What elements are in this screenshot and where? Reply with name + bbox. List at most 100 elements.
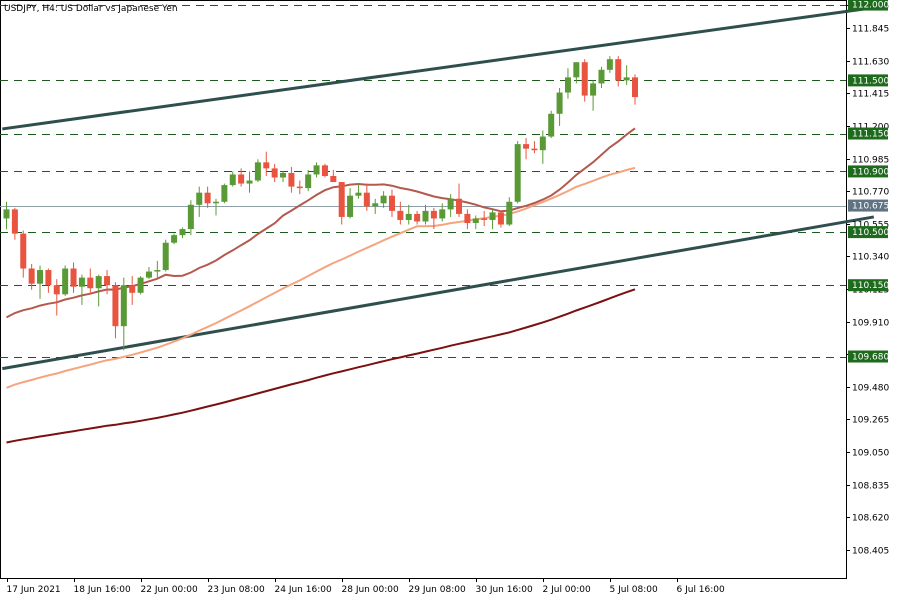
price-label-text: 110.500 (852, 228, 889, 238)
candle-body (430, 210, 437, 219)
level-price-label: 110.900 (848, 165, 889, 178)
candle-body (37, 270, 44, 284)
candle-body (338, 182, 345, 217)
level-price-label: 110.500 (848, 226, 889, 239)
bull-candle (145, 267, 152, 280)
candle-body (213, 201, 219, 204)
bull-candle (447, 194, 454, 217)
channel-trendlines (2, 6, 875, 371)
candle-body (590, 83, 597, 96)
candle-body (497, 212, 504, 225)
bull-candle (78, 274, 85, 305)
candle-body (162, 242, 169, 271)
y-tick-label: 109.910 (852, 319, 889, 329)
bull-candle (590, 80, 597, 111)
candle-body (229, 174, 236, 186)
bull-candle (564, 68, 571, 99)
y-tick-label: 109.265 (852, 416, 889, 426)
candle-body (204, 192, 211, 204)
y-tick-label: 110.555 (852, 221, 889, 231)
candle-body (606, 59, 613, 70)
bull-candle (179, 227, 186, 239)
candle-body (439, 209, 446, 219)
y-tick-label: 109.480 (852, 384, 889, 394)
bear-candle (388, 189, 395, 217)
bull-candle (606, 56, 613, 73)
y-tick-label: 108.835 (852, 482, 889, 492)
candle-body (53, 285, 60, 295)
bear-candle (481, 210, 488, 227)
candle-body (296, 186, 303, 189)
x-tick-label: 22 Jun 00:00 (141, 585, 198, 595)
candle-body (263, 162, 270, 169)
candle-body (514, 144, 521, 202)
candle-body (78, 277, 85, 287)
time-axis: 17 Jun 2021 18 Jun 16:00 22 Jun 00:00 23 Ju… (7, 578, 725, 595)
bear-candle (615, 56, 622, 87)
bear-candle (87, 268, 94, 295)
candle-body (95, 276, 102, 289)
price-label-text: 112.000 (852, 1, 889, 11)
bull-candle (162, 239, 169, 272)
candle-body (355, 192, 362, 196)
candle-body (20, 233, 27, 269)
candle-body (489, 212, 496, 220)
horizontal-levels (0, 5, 846, 358)
price-label-bg (848, 165, 888, 178)
y-tick-label: 108.405 (852, 547, 889, 557)
bull-candle (355, 183, 362, 199)
bull-candle (506, 197, 513, 227)
candle-body (321, 165, 328, 176)
candle-body (62, 268, 69, 295)
candle-body (456, 198, 463, 214)
bear-candle (296, 180, 303, 195)
level-price-label: 109.680 (848, 350, 889, 363)
candle-body (388, 195, 395, 211)
y-tick-label: 108.620 (852, 514, 889, 524)
x-tick-label: 5 Jul 08:00 (610, 585, 659, 595)
bull-candle (598, 66, 605, 88)
candle-body (120, 285, 127, 327)
x-tick-label: 23 Jun 08:00 (208, 585, 265, 595)
bull-candle (372, 198, 379, 214)
bull-candle (489, 209, 496, 230)
level-price-label: 111.150 (848, 127, 889, 140)
candle-body (598, 69, 605, 84)
bull-candle (347, 188, 354, 219)
price-label-bg (848, 127, 888, 140)
bear-candle (397, 201, 404, 225)
bull-candle (37, 265, 44, 299)
moving-averages (6, 127, 636, 444)
candle-body (581, 62, 588, 96)
candle-body (11, 209, 18, 234)
candle-body (271, 168, 278, 178)
candle-body (556, 92, 563, 114)
candle-body (145, 271, 152, 278)
candle-body (238, 174, 245, 184)
bear-candle (129, 276, 136, 305)
candle-body (397, 210, 404, 220)
bull-candle (313, 162, 320, 178)
ma-slow-line (6, 288, 636, 444)
x-tick-label: 24 Jun 16:00 (275, 585, 332, 595)
trendline-upper-channel (2, 6, 875, 131)
candle-body (481, 218, 488, 220)
level-price-label: 112.000 (848, 0, 889, 11)
bull-candle (623, 65, 630, 85)
x-tick-label: 28 Jun 00:00 (342, 585, 399, 595)
candle-body (564, 77, 571, 93)
bull-candle (246, 171, 253, 193)
candle-body (506, 201, 513, 225)
candle-body (363, 192, 370, 207)
candle-body (548, 113, 555, 137)
current-price-label: 110.675 (848, 199, 889, 212)
candle-body (87, 277, 94, 289)
bear-candle (330, 169, 337, 183)
candle-body (254, 162, 261, 181)
candle-body (313, 165, 320, 175)
bear-candle (288, 166, 295, 193)
bull-candle (514, 141, 521, 204)
price-label-bg (848, 0, 888, 11)
bear-candle (53, 279, 60, 316)
